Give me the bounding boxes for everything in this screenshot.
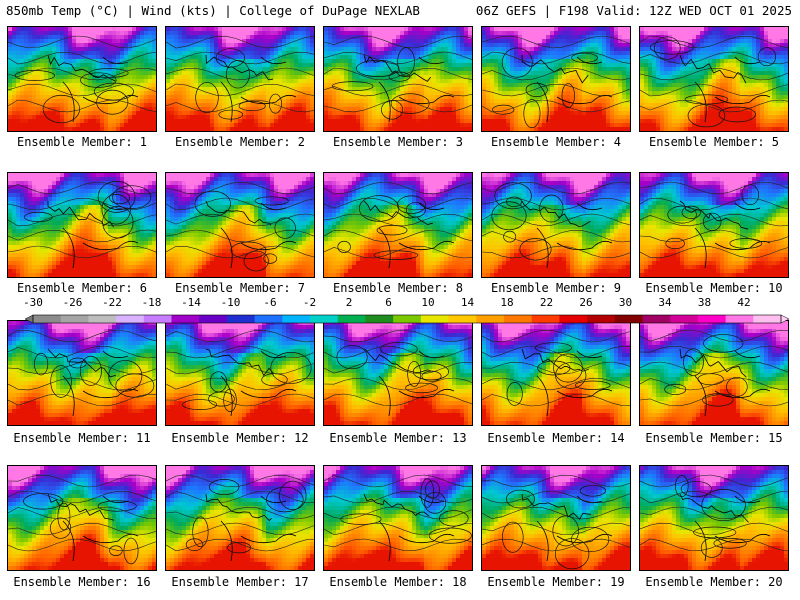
ensemble-member-label: Ensemble Member: 16	[13, 575, 151, 589]
colorbar-tick-label: 22	[539, 296, 554, 309]
colorbar-swatch	[642, 315, 671, 323]
ensemble-member-label: Ensemble Member: 11	[13, 431, 151, 445]
colorbar-swatch	[60, 315, 89, 323]
colorbar-tick-label: 26	[579, 296, 593, 309]
colorbar-swatch	[33, 315, 62, 323]
colorbar-tick-label: -10	[220, 296, 241, 309]
colorbar-swatch	[226, 315, 256, 323]
map-title: 850mb Temp (°C) | Wind (kts) | College o…	[6, 3, 420, 18]
ensemble-member-map	[165, 172, 315, 278]
colorbar-swatch	[670, 315, 699, 323]
ensemble-member-label: Ensemble Member: 9	[490, 281, 622, 295]
ensemble-member-map	[7, 172, 157, 278]
ensemble-member-label: Ensemble Member: 19	[487, 575, 625, 589]
colorbar-swatch	[282, 315, 311, 323]
ensemble-member-label: Ensemble Member: 15	[645, 431, 783, 445]
model-valid-time: 06Z GEFS | F198 Valid: 12Z WED OCT 01 20…	[475, 3, 792, 18]
colorbar-swatch	[393, 315, 422, 323]
colorbar-tick-label: -22	[102, 296, 122, 309]
colorbar-swatch	[503, 315, 533, 323]
ensemble-member-map	[481, 172, 631, 278]
ensemble-member-map	[639, 172, 789, 278]
colorbar-swatch	[697, 315, 727, 323]
ensemble-member-label: Ensemble Member: 12	[171, 431, 309, 445]
ensemble-member-map	[165, 465, 315, 571]
colorbar-tick-label: -30	[23, 296, 43, 309]
ensemble-member-map	[323, 26, 473, 132]
colorbar-tick-label: 38	[697, 296, 712, 309]
ensemble-member-label: Ensemble Member: 1	[16, 135, 148, 149]
ensemble-member-map	[7, 465, 157, 571]
colorbar-swatch	[116, 315, 145, 323]
ensemble-member-map	[639, 26, 789, 132]
colorbar-tick-label: -26	[62, 296, 83, 309]
colorbar-swatch	[587, 315, 616, 323]
ensemble-member-label: Ensemble Member: 5	[648, 135, 780, 149]
ensemble-member-map	[639, 320, 789, 426]
colorbar-swatch	[448, 315, 477, 323]
ensemble-member-label: Ensemble Member: 17	[171, 575, 309, 589]
colorbar-swatch	[310, 315, 339, 323]
colorbar-tick-label: 2	[345, 296, 353, 309]
ensemble-member-label: Ensemble Member: 3	[332, 135, 464, 149]
ensemble-member-map	[323, 172, 473, 278]
colorbar-tick-label: 42	[737, 296, 751, 309]
ensemble-member-map	[165, 320, 315, 426]
ensemble-member-label: Ensemble Member: 10	[645, 281, 783, 295]
colorbar-swatch	[559, 315, 588, 323]
colorbar-swatch	[753, 315, 782, 323]
temperature-colorbar	[24, 309, 797, 328]
ensemble-member-label: Ensemble Member: 20	[645, 575, 783, 589]
colorbar-tick-label: 6	[385, 296, 392, 309]
colorbar-swatch	[531, 315, 560, 323]
colorbar-swatch	[254, 315, 283, 323]
ensemble-member-label: Ensemble Member: 2	[174, 135, 306, 149]
colorbar-swatch	[365, 315, 394, 323]
colorbar-swatch	[614, 315, 643, 323]
ensemble-member-label: Ensemble Member: 14	[487, 431, 625, 445]
colorbar-swatch	[199, 315, 228, 323]
colorbar-tick-label: 14	[460, 296, 475, 309]
colorbar-tick-label: -6	[263, 296, 277, 309]
ensemble-member-label: Ensemble Member: 6	[16, 281, 148, 295]
ensemble-member-label: Ensemble Member: 18	[329, 575, 467, 589]
ensemble-member-map	[481, 465, 631, 571]
colorbar-swatch	[88, 315, 117, 323]
ensemble-member-map	[481, 320, 631, 426]
ensemble-member-label: Ensemble Member: 7	[174, 281, 306, 295]
ensemble-member-map	[165, 26, 315, 132]
ensemble-member-map	[323, 320, 473, 426]
colorbar-swatch	[420, 315, 450, 323]
ensemble-member-map	[481, 26, 631, 132]
ensemble-member-map	[639, 465, 789, 571]
ensemble-member-label: Ensemble Member: 4	[490, 135, 622, 149]
colorbar-tick-label: 10	[421, 296, 435, 309]
ensemble-member-map	[7, 320, 157, 426]
colorbar-tick-label: 30	[618, 296, 633, 309]
colorbar-swatch	[476, 315, 505, 323]
colorbar-tick-label: 18	[500, 296, 514, 309]
colorbar-swatch	[725, 315, 754, 323]
ensemble-member-label: Ensemble Member: 8	[332, 281, 464, 295]
colorbar-swatch	[143, 315, 173, 323]
colorbar-tick-label: 34	[658, 296, 672, 309]
colorbar-tick-label: -18	[141, 296, 162, 309]
colorbar-swatch	[337, 315, 366, 323]
ensemble-member-map	[7, 26, 157, 132]
ensemble-member-label: Ensemble Member: 13	[329, 431, 467, 445]
colorbar-tick-label: -14	[181, 296, 201, 309]
colorbar-tick-label: -2	[302, 296, 317, 309]
colorbar-swatch	[171, 315, 200, 323]
ensemble-member-map	[323, 465, 473, 571]
